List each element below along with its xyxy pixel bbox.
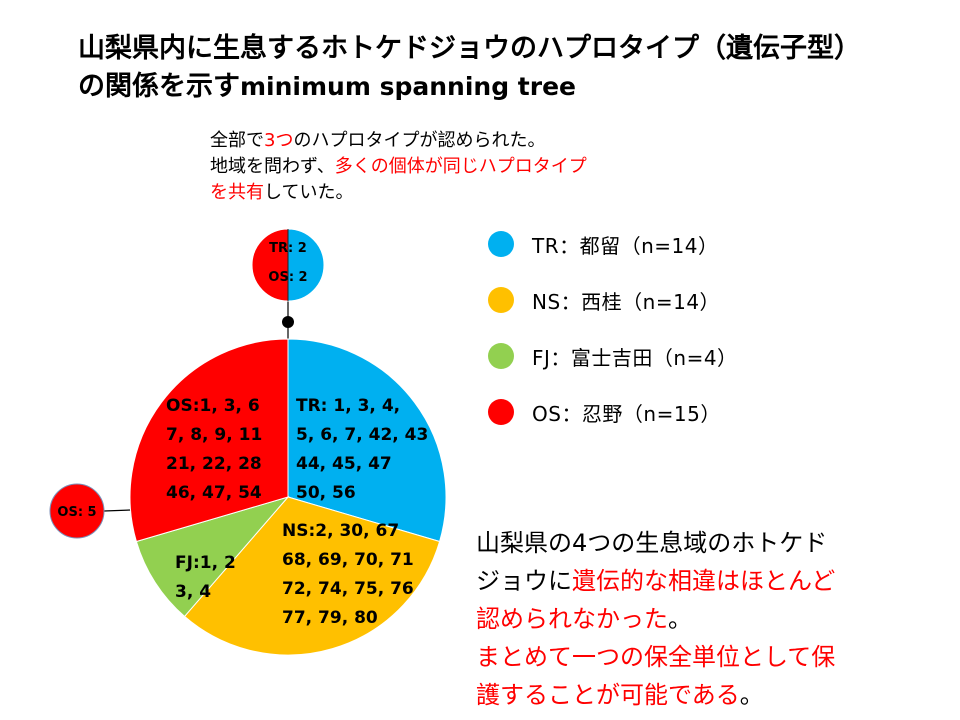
region-legend: TR：都留（n=14） NS：西桂（n=14） FJ：富士吉田（n=4） OS：… [488, 230, 738, 454]
conclusion-highlight: 護することが可能である [476, 681, 740, 709]
note-text: していた。 [264, 182, 354, 203]
title-line-1: 山梨県内に生息するホトケドジョウのハプロタイプ（遺伝子型） [78, 33, 861, 64]
legend-label: OS：忍野（n=15） [532, 401, 721, 426]
conclusion-line: ジョウに [476, 567, 572, 595]
left-node-os-slice [49, 483, 105, 539]
conclusion-line: 。 [739, 681, 764, 709]
top-node-tr-slice [287, 228, 325, 302]
legend-swatch-icon [488, 231, 514, 257]
legend-label: FJ：富士吉田（n=4） [532, 345, 738, 370]
summary-note: 全部で3つのハプロタイプが認められた。 地域を問わず、多くの個体が同じハプロタイ… [210, 128, 690, 206]
slide-title: 山梨県内に生息するホトケドジョウのハプロタイプ（遺伝子型） の関係を示すmini… [78, 30, 938, 106]
conclusion-text: 山梨県の4つの生息域のホトケド ジョウに遺伝的な相違はほとんど 認められなかった… [476, 524, 946, 714]
left-node-os-label: OS: 5 [57, 505, 96, 520]
main-node-ns-slice [183, 496, 441, 656]
network-nodes [49, 228, 447, 656]
conclusion-highlight: まとめて一つの保全単位として保 [476, 643, 836, 671]
conclusion-highlight: 認められなかった [476, 605, 668, 633]
note-highlight: 3つ [264, 130, 294, 151]
top-node-tr-label: TR: 2 [269, 241, 307, 256]
legend-item-tr: TR：都留（n=14） [488, 230, 738, 258]
main-node-ns-label: NS:2, 30, 67 68, 69, 70, 71 72, 74, 75, 76… [282, 521, 414, 628]
legend-swatch-icon [488, 343, 514, 369]
legend-label: NS：西桂（n=14） [532, 289, 721, 314]
note-highlight: を共有 [210, 182, 264, 203]
main-node-fj-slice [135, 496, 290, 618]
conclusion-line: 。 [668, 605, 692, 633]
title-line-2-en: minimum spanning tree [240, 72, 576, 101]
median-vector-node [282, 316, 294, 328]
legend-swatch-icon [488, 399, 514, 425]
legend-item-ns: NS：西桂（n=14） [488, 286, 738, 314]
legend-swatch-icon [488, 287, 514, 313]
conclusion-highlight: 遺伝的な相違はほとんど [572, 567, 836, 595]
main-node-tr-slice [287, 338, 447, 543]
note-text: 全部で [210, 130, 264, 151]
main-node-os-label: OS:1, 3, 6 7, 8, 9, 11 21, 22, 28 46, 47, 5… [166, 396, 262, 503]
top-node-os-slice [251, 228, 289, 302]
main-node-os-slice [129, 338, 289, 543]
note-text: のハプロタイプが認められた。 [293, 130, 546, 151]
network-labels: TR: 2 OS: 2 TR: 1, 3, 4, 5, 6, 7, 42, 43 44,… [57, 241, 428, 628]
edge-line [103, 509, 132, 512]
note-text: 地域を問わず、 [210, 156, 335, 177]
legend-item-os: OS：忍野（n=15） [488, 398, 738, 426]
legend-item-fj: FJ：富士吉田（n=4） [488, 342, 738, 370]
title-line-2-jp: の関係を示す [78, 71, 240, 102]
main-node-tr-label: TR: 1, 3, 4, 5, 6, 7, 42, 43 44, 45, 47 50,… [296, 396, 428, 503]
conclusion-line: 山梨県の4つの生息域のホトケド [476, 529, 828, 557]
legend-label: TR：都留（n=14） [532, 233, 719, 258]
note-highlight: 多くの個体が同じハプロタイプ [334, 156, 587, 177]
main-node-fj-label: FJ:1, 2 3, 4 [175, 553, 236, 602]
top-node-os-label: OS: 2 [268, 270, 307, 285]
